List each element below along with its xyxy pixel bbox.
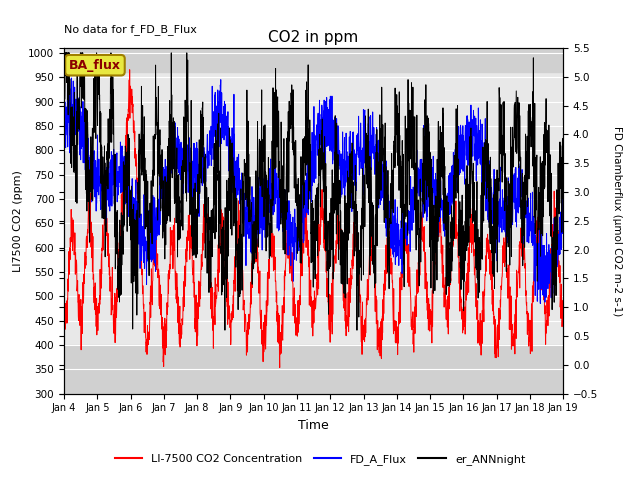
Y-axis label: FD Chamberflux (μmol CO2 m-2 s-1): FD Chamberflux (μmol CO2 m-2 s-1) (612, 126, 622, 316)
Bar (64, 48, 563, 72)
LI-7500 CO2 Concentration (328, 307, 336, 313)
er_ANNnight (459, 259, 467, 265)
FD_A_Flux (339, 129, 346, 135)
er_ANNnight (328, 247, 335, 252)
er_ANNnight (339, 277, 346, 283)
Text: BA_flux: BA_flux (69, 59, 121, 72)
er_ANNnight (61, 50, 68, 56)
FD_A_Flux (515, 164, 523, 169)
FD_A_Flux (328, 113, 335, 119)
X-axis label: Time: Time (298, 419, 329, 432)
FD_A_Flux (458, 149, 466, 155)
Bar (64, 345, 563, 394)
er_ANNnight (529, 55, 537, 60)
er_ANNnight (516, 158, 524, 164)
er_ANNnight (200, 115, 207, 120)
Title: CO2 in ppm: CO2 in ppm (268, 30, 359, 46)
FD_A_Flux (60, 149, 68, 155)
Line: LI-7500 CO2 Concentration: LI-7500 CO2 Concentration (64, 70, 563, 368)
FD_A_Flux (559, 214, 567, 219)
LI-7500 CO2 Concentration (276, 365, 284, 371)
LI-7500 CO2 Concentration (529, 279, 537, 285)
FD_A_Flux (200, 171, 207, 177)
er_ANNnight (353, 327, 361, 333)
FD_A_Flux (529, 233, 537, 239)
FD_A_Flux (68, 75, 76, 81)
LI-7500 CO2 Concentration (126, 67, 134, 72)
LI-7500 CO2 Concentration (60, 322, 68, 327)
LI-7500 CO2 Concentration (516, 245, 524, 251)
Y-axis label: LI7500 CO2 (ppm): LI7500 CO2 (ppm) (13, 170, 22, 272)
LI-7500 CO2 Concentration (339, 281, 347, 287)
er_ANNnight (559, 167, 567, 173)
LI-7500 CO2 Concentration (559, 306, 567, 312)
Text: No data for f_FD_B_Flux: No data for f_FD_B_Flux (64, 24, 197, 35)
LI-7500 CO2 Concentration (459, 330, 467, 336)
Line: er_ANNnight: er_ANNnight (64, 53, 563, 330)
Legend: LI-7500 CO2 Concentration, FD_A_Flux, er_ANNnight: LI-7500 CO2 Concentration, FD_A_Flux, er… (110, 450, 530, 469)
er_ANNnight (60, 78, 68, 84)
Line: FD_A_Flux: FD_A_Flux (64, 78, 563, 303)
LI-7500 CO2 Concentration (200, 213, 207, 219)
FD_A_Flux (536, 300, 544, 306)
